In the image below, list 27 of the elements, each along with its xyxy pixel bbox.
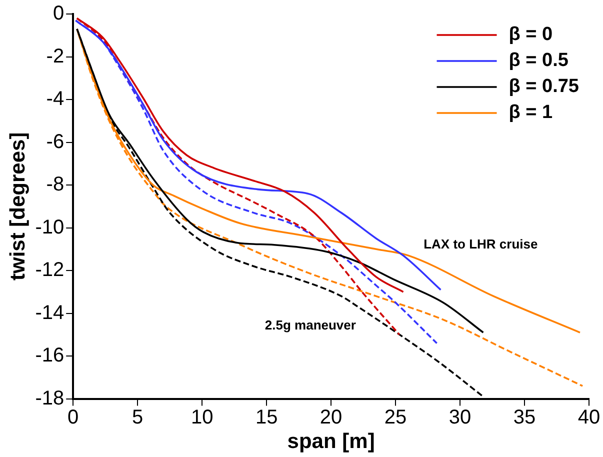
y-tick-label: -2: [46, 45, 64, 68]
y-tick-label: -14: [35, 302, 64, 324]
legend-label: β = 0.75: [508, 76, 580, 98]
y-tick-label: -12: [35, 259, 64, 282]
y-tick-label: -10: [35, 216, 64, 238]
annotation: LAX to LHR cruise: [424, 236, 538, 252]
legend-label: β = 0: [508, 24, 553, 46]
legend-label: β = 1: [508, 102, 554, 124]
legend-label: β = 0.5: [508, 50, 569, 72]
x-axis-title: span [m]: [287, 430, 375, 454]
y-tick-label: -6: [46, 130, 64, 153]
x-tick-label: 20: [320, 406, 342, 428]
y-tick-label: 0: [52, 2, 64, 25]
x-tick-label: 15: [255, 406, 278, 428]
y-tick-label: -16: [35, 344, 64, 367]
y-tick-label: -18: [35, 387, 64, 410]
x-tick-label: 5: [132, 406, 144, 428]
x-tick-label: 40: [578, 406, 600, 428]
annotation: 2.5g maneuver: [264, 317, 356, 332]
x-tick-label: 35: [513, 406, 536, 428]
x-tick-label: 25: [384, 406, 407, 428]
x-tick-label: 30: [448, 406, 472, 428]
y-tick-label: -8: [46, 174, 64, 196]
y-tick-label: -4: [46, 88, 64, 110]
y-axis-title: twist [degrees]: [6, 132, 30, 280]
x-tick-label: 10: [190, 406, 214, 428]
x-tick-label: 0: [68, 406, 79, 428]
